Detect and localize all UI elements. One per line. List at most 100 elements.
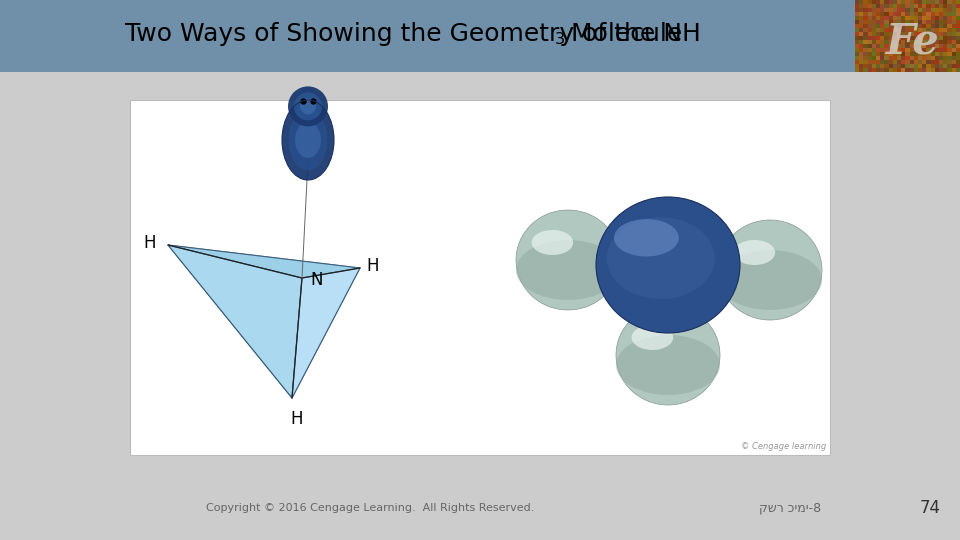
Bar <box>910 48 914 52</box>
Bar <box>905 64 910 68</box>
Bar <box>880 8 885 12</box>
Bar <box>884 11 889 16</box>
Bar <box>930 64 935 68</box>
Bar <box>930 68 935 72</box>
Bar <box>926 48 931 52</box>
Bar <box>926 44 931 48</box>
Text: H: H <box>291 410 303 428</box>
Bar <box>923 0 927 4</box>
Bar <box>943 16 948 20</box>
Bar <box>930 19 935 24</box>
Bar <box>923 56 927 60</box>
Bar <box>893 24 898 28</box>
Bar <box>926 64 931 68</box>
Bar <box>956 16 960 20</box>
Bar <box>956 48 960 52</box>
Bar <box>863 51 868 56</box>
Bar <box>930 51 935 56</box>
Bar <box>935 3 940 8</box>
Bar <box>951 31 956 36</box>
Bar <box>905 59 910 64</box>
Bar <box>884 0 889 4</box>
Bar <box>876 44 880 48</box>
Bar <box>918 28 923 32</box>
Bar <box>889 0 894 4</box>
Bar <box>897 3 901 8</box>
Bar <box>859 24 864 28</box>
Bar <box>910 11 914 16</box>
Bar <box>859 39 864 44</box>
Bar <box>948 64 952 68</box>
Bar <box>859 3 864 8</box>
Ellipse shape <box>733 240 775 265</box>
Bar <box>926 59 931 64</box>
Bar <box>930 24 935 28</box>
Bar <box>939 56 944 60</box>
Bar <box>880 24 885 28</box>
Bar <box>868 68 873 72</box>
Bar <box>876 24 880 28</box>
Bar <box>889 39 894 44</box>
Bar <box>872 68 876 72</box>
Bar <box>884 8 889 12</box>
Bar <box>905 0 910 4</box>
Bar <box>948 28 952 32</box>
Bar <box>948 56 952 60</box>
Bar <box>905 28 910 32</box>
Bar <box>872 31 876 36</box>
Bar <box>951 64 956 68</box>
Bar <box>863 8 868 12</box>
Bar <box>914 48 919 52</box>
Bar <box>855 8 860 12</box>
Bar <box>876 68 880 72</box>
Bar <box>868 16 873 20</box>
Bar <box>889 8 894 12</box>
Bar <box>923 24 927 28</box>
Bar <box>880 11 885 16</box>
Bar <box>863 11 868 16</box>
Bar <box>872 11 876 16</box>
Bar <box>897 44 901 48</box>
Ellipse shape <box>607 218 715 299</box>
Bar <box>876 39 880 44</box>
Bar <box>897 11 901 16</box>
Bar <box>855 39 860 44</box>
Bar <box>863 39 868 44</box>
Bar <box>951 56 956 60</box>
Bar <box>872 59 876 64</box>
Bar <box>918 0 923 4</box>
Bar <box>930 56 935 60</box>
Bar <box>901 31 906 36</box>
Bar <box>859 0 864 4</box>
Bar <box>893 48 898 52</box>
Bar <box>859 16 864 20</box>
Bar <box>951 16 956 20</box>
Bar <box>923 48 927 52</box>
Bar <box>943 0 948 4</box>
Bar <box>948 51 952 56</box>
Polygon shape <box>168 245 302 398</box>
Bar <box>910 16 914 20</box>
Bar <box>889 48 894 52</box>
Bar <box>943 31 948 36</box>
Bar <box>868 39 873 44</box>
Bar <box>893 44 898 48</box>
Bar <box>939 3 944 8</box>
Bar <box>901 24 906 28</box>
Bar <box>935 36 940 40</box>
Bar <box>939 16 944 20</box>
Bar <box>956 56 960 60</box>
Bar <box>893 36 898 40</box>
Bar <box>872 24 876 28</box>
Bar <box>918 44 923 48</box>
Bar <box>897 59 901 64</box>
Text: Two Ways of Showing the Geometry of the NH: Two Ways of Showing the Geometry of the … <box>125 22 701 46</box>
Bar <box>893 19 898 24</box>
Text: קשר כימי-8: קשר כימי-8 <box>759 502 821 515</box>
Bar <box>948 68 952 72</box>
Bar <box>939 36 944 40</box>
Bar <box>859 68 864 72</box>
Ellipse shape <box>288 86 328 126</box>
Bar <box>893 68 898 72</box>
Bar <box>893 0 898 4</box>
